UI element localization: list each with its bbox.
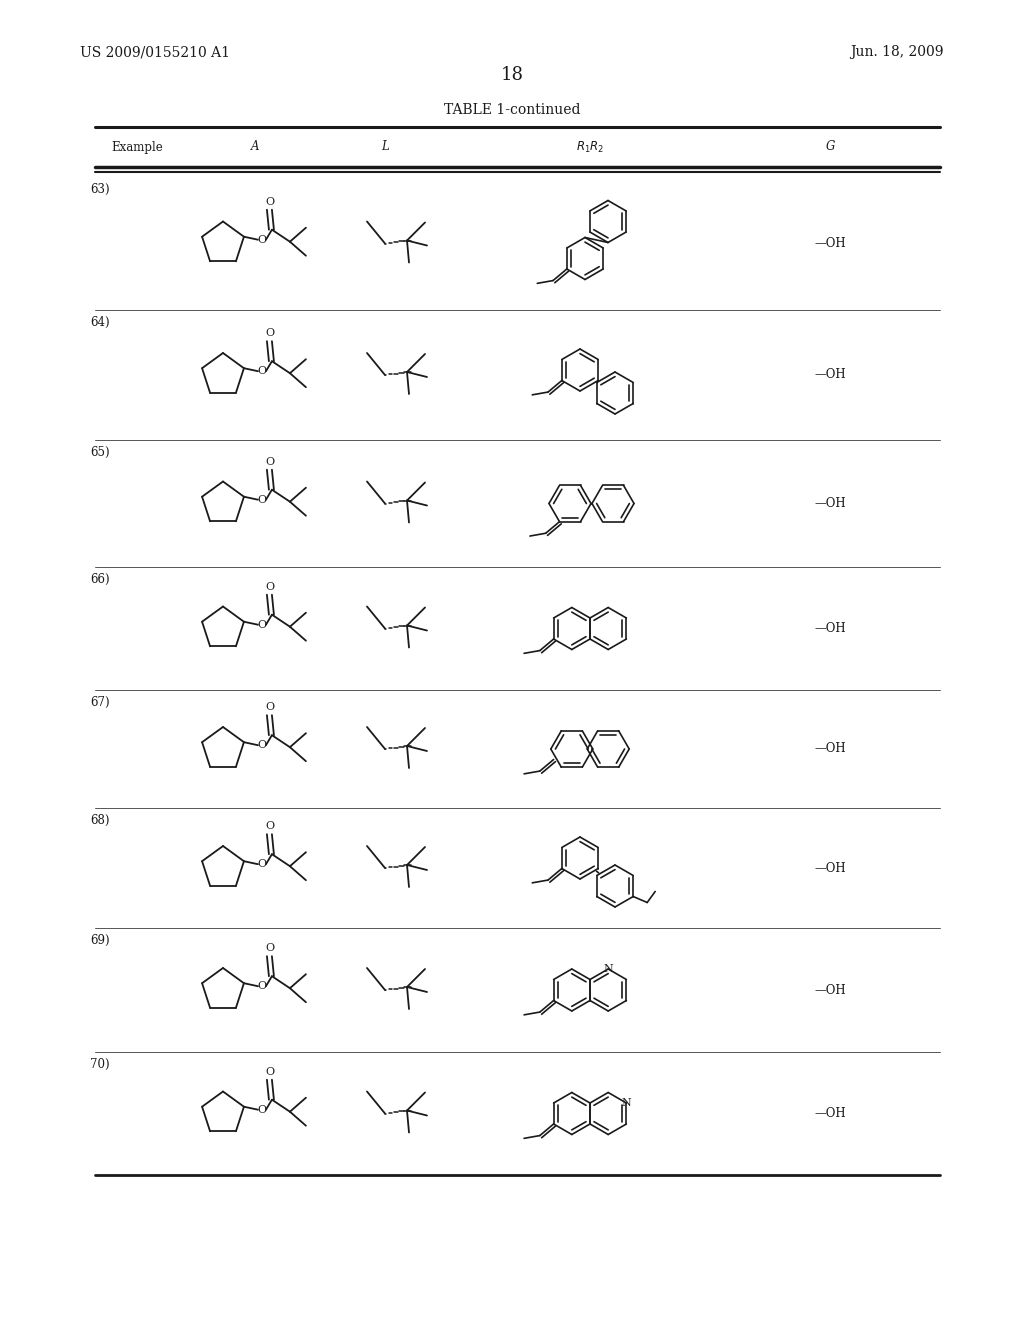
Text: O: O — [257, 495, 266, 504]
Text: A: A — [251, 140, 259, 153]
Text: O: O — [257, 235, 266, 244]
Text: 67): 67) — [90, 696, 110, 709]
Text: N: N — [603, 964, 613, 974]
Text: O: O — [257, 981, 266, 991]
Text: —OH: —OH — [814, 368, 846, 381]
Text: —OH: —OH — [814, 742, 846, 755]
Text: TABLE 1-continued: TABLE 1-continued — [443, 103, 581, 117]
Text: —OH: —OH — [814, 622, 846, 635]
Text: O: O — [257, 366, 266, 376]
Text: O: O — [265, 1067, 274, 1077]
Text: O: O — [257, 1105, 266, 1114]
Text: N: N — [622, 1098, 631, 1107]
Text: —OH: —OH — [814, 862, 846, 874]
Text: 18: 18 — [501, 66, 523, 84]
Text: 66): 66) — [90, 573, 110, 586]
Text: O: O — [265, 457, 274, 467]
Text: O: O — [265, 702, 274, 713]
Text: O: O — [265, 329, 274, 338]
Text: US 2009/0155210 A1: US 2009/0155210 A1 — [80, 45, 230, 59]
Text: 63): 63) — [90, 182, 110, 195]
Text: —OH: —OH — [814, 238, 846, 249]
Text: 68): 68) — [90, 813, 110, 826]
Text: O: O — [265, 197, 274, 207]
Text: 70): 70) — [90, 1057, 110, 1071]
Text: O: O — [265, 944, 274, 953]
Text: O: O — [257, 741, 266, 750]
Text: O: O — [257, 859, 266, 869]
Text: —OH: —OH — [814, 498, 846, 510]
Text: G: G — [825, 140, 835, 153]
Text: 69): 69) — [90, 933, 110, 946]
Text: —OH: —OH — [814, 1107, 846, 1119]
Text: 64): 64) — [90, 315, 110, 329]
Text: O: O — [265, 821, 274, 832]
Text: $R_1R_2$: $R_1R_2$ — [575, 140, 604, 154]
Text: Example: Example — [112, 140, 163, 153]
Text: Jun. 18, 2009: Jun. 18, 2009 — [851, 45, 944, 59]
Text: 65): 65) — [90, 446, 110, 458]
Text: O: O — [257, 619, 266, 630]
Text: —OH: —OH — [814, 983, 846, 997]
Text: L: L — [381, 140, 389, 153]
Text: O: O — [265, 582, 274, 591]
